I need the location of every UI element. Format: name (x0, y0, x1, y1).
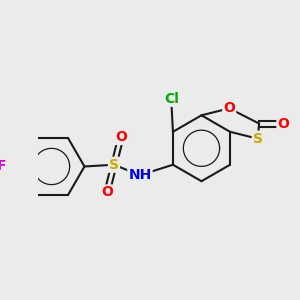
Text: NH: NH (128, 168, 152, 182)
Text: F: F (0, 160, 6, 173)
Text: O: O (101, 185, 113, 200)
Text: Cl: Cl (164, 92, 178, 106)
Text: O: O (223, 101, 235, 116)
Text: O: O (115, 130, 127, 144)
Text: O: O (278, 116, 289, 130)
Text: S: S (253, 132, 263, 146)
Text: S: S (109, 158, 119, 172)
